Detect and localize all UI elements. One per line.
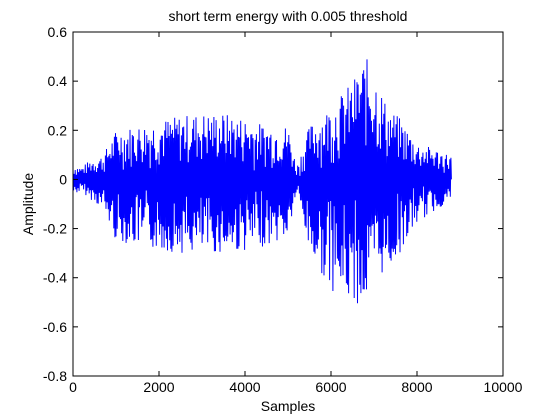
plot-area: [72, 31, 504, 377]
y-tick-label: 0.4: [48, 73, 68, 89]
axes-frame: [72, 31, 504, 377]
y-axis-label: Amplitude: [20, 173, 36, 235]
y-tick-label: -0.8: [43, 368, 67, 384]
x-tick-label: 4000: [229, 379, 260, 395]
x-tick-label: 2000: [143, 379, 174, 395]
y-tick-label: 0: [59, 171, 67, 187]
y-tick-label: -0.2: [43, 221, 67, 237]
x-tick-label: 10000: [484, 379, 523, 395]
y-tick-label: -0.4: [43, 270, 67, 286]
x-axis-label: Samples: [261, 398, 315, 414]
x-tick-label: 6000: [315, 379, 346, 395]
y-tick-label: -0.6: [43, 319, 67, 335]
x-tick-label: 8000: [401, 379, 432, 395]
waveform-series-line: [72, 59, 452, 304]
x-tick-label: 0: [69, 379, 77, 395]
y-axis-ticks: -0.8 -0.6 -0.4 -0.2 0 0.2 0.4 0.6: [43, 24, 503, 384]
y-tick-label: 0.6: [48, 24, 68, 40]
chart-title: short term energy with 0.005 threshold: [169, 8, 408, 24]
x-axis-ticks: 0 2000 4000 6000 8000 10000: [69, 32, 523, 395]
y-tick-label: 0.2: [48, 122, 68, 138]
